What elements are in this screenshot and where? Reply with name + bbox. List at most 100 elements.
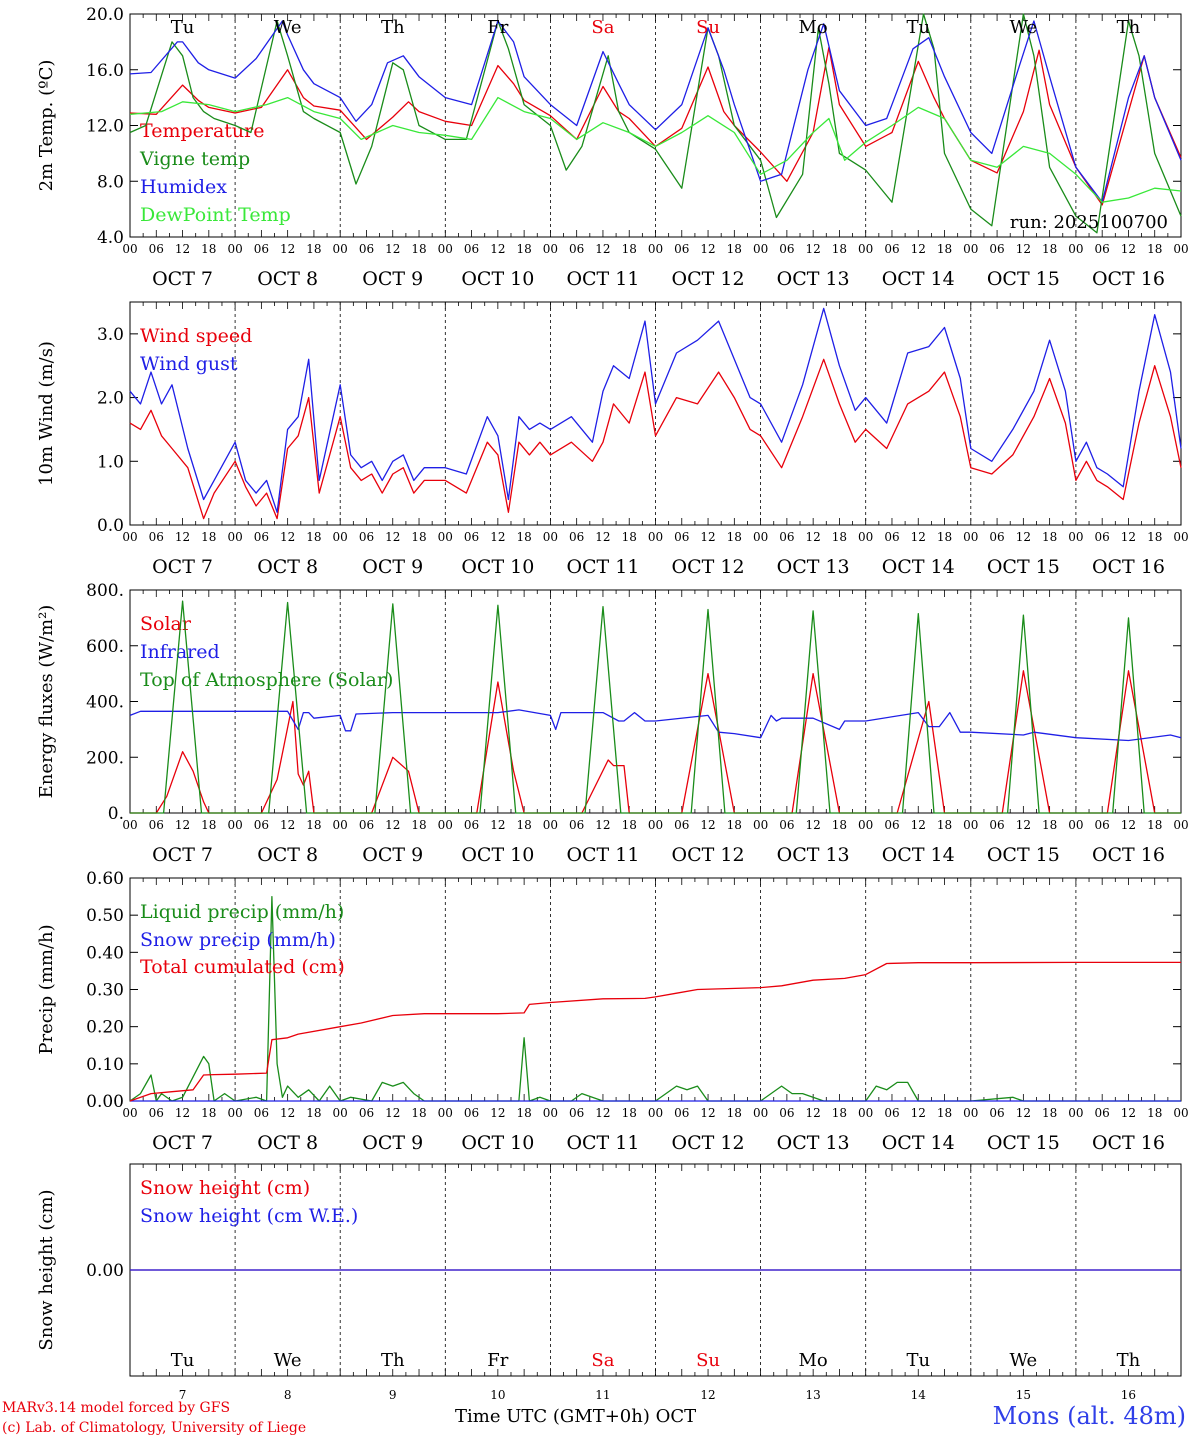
energy-hour-label: 00 [438, 818, 453, 832]
temperature-hour-label: 06 [149, 242, 164, 256]
temperature-hour-label: 00 [858, 242, 873, 256]
wind-hour-label: 12 [806, 530, 821, 544]
precip-hour-label: 18 [306, 1106, 321, 1120]
temperature-series-line [129, 96, 1182, 203]
wind-y-tick-label: 2.0 [97, 389, 124, 409]
wind-day-label: OCT 15 [987, 556, 1060, 578]
energy-legend-entry: Infrared [140, 641, 220, 663]
precip-day-label: OCT 13 [777, 1132, 850, 1154]
wind-hour-label: 18 [306, 530, 321, 544]
wind-day-label: OCT 16 [1092, 556, 1165, 578]
precip-hour-label: 06 [1095, 1106, 1110, 1120]
temperature-legend-entry: Humidex [140, 176, 227, 198]
precip-day-label: OCT 10 [461, 1132, 534, 1154]
wind-day-label: OCT 13 [777, 556, 850, 578]
wind-hour-label: 00 [648, 530, 663, 544]
snow-weekday-label: We [274, 1350, 302, 1371]
temperature-hour-label: 12 [700, 242, 715, 256]
energy-hour-label: 00 [333, 818, 348, 832]
wind-day-label: OCT 8 [257, 556, 318, 578]
energy-hour-label: 12 [911, 818, 926, 832]
temp-weekday-label: Sa [591, 17, 614, 38]
precip-hour-label: 18 [937, 1106, 952, 1120]
energy-hour-label: 18 [1147, 818, 1162, 832]
wind-day-label: OCT 9 [362, 556, 423, 578]
snow-weekday-label: Sa [591, 1350, 614, 1371]
temperature-hour-label: 06 [779, 242, 794, 256]
energy-hour-label: 00 [858, 818, 873, 832]
wind-y-axis-label: 10m Wind (m/s) [36, 341, 57, 486]
wind-hour-label: 00 [1068, 530, 1083, 544]
precip-hour-label: 06 [254, 1106, 269, 1120]
snow-weekday-label: Th [1117, 1350, 1141, 1371]
temperature-hour-label: 12 [280, 242, 295, 256]
wind-hour-label: 12 [911, 530, 926, 544]
precip-hour-label: 18 [201, 1106, 216, 1120]
energy-hour-label: 00 [1173, 818, 1188, 832]
temperature-y-tick-label: 12.0 [86, 117, 124, 137]
wind-hour-label: 12 [1016, 530, 1031, 544]
wind-day-label: OCT 10 [461, 556, 534, 578]
energy-hour-label: 12 [700, 818, 715, 832]
precip-y-tick-label: 0.30 [86, 981, 124, 1001]
precip-hour-label: 12 [911, 1106, 926, 1120]
snow-weekday-label: Th [381, 1350, 405, 1371]
temperature-hour-label: 12 [1121, 242, 1136, 256]
precip-hour-label: 12 [595, 1106, 610, 1120]
wind-hour-label: 00 [963, 530, 978, 544]
wind-plot-frame [129, 301, 1182, 526]
precip-hour-label: 18 [622, 1106, 637, 1120]
temperature-hour-label: 00 [543, 242, 558, 256]
snow-weekday-label: Tu [906, 1350, 930, 1371]
wind-day-label: OCT 11 [566, 556, 639, 578]
energy-hour-label: 06 [464, 818, 479, 832]
temperature-hour-label: 12 [490, 242, 505, 256]
energy-hour-label: 00 [122, 818, 137, 832]
temperature-day-label: OCT 9 [362, 268, 423, 290]
temperature-hour-label: 12 [1016, 242, 1031, 256]
energy-hour-label: 00 [963, 818, 978, 832]
precip-hour-label: 06 [779, 1106, 794, 1120]
bottom-day-number: 15 [1016, 1388, 1031, 1402]
wind-hour-label: 12 [700, 530, 715, 544]
wind-hour-label: 18 [622, 530, 637, 544]
precip-hour-label: 18 [411, 1106, 426, 1120]
precip-y-tick-label: 0.40 [86, 943, 124, 963]
temperature-legend-entry: DewPoint Temp [140, 204, 291, 226]
wind-hour-label: 00 [858, 530, 873, 544]
precip-hour-label: 00 [963, 1106, 978, 1120]
snow-y-axis-label: Snow height (cm) [36, 1189, 57, 1350]
snow-legend-entry: Snow height (cm) [140, 1177, 310, 1199]
energy-day-label: OCT 14 [882, 844, 955, 866]
energy-hour-label: 00 [227, 818, 242, 832]
temperature-y-tick-label: 16.0 [86, 61, 124, 81]
wind-series-line [129, 358, 1182, 520]
model-credit: MARv3.14 model forced by GFS [2, 1400, 231, 1416]
bottom-day-number: 16 [1121, 1388, 1136, 1402]
temperature-hour-label: 18 [516, 242, 531, 256]
temp-weekday-label: Su [696, 17, 720, 38]
energy-hour-label: 12 [490, 818, 505, 832]
energy-hour-label: 18 [201, 818, 216, 832]
energy-hour-label: 06 [779, 818, 794, 832]
energy-series-line [130, 600, 1181, 814]
temperature-y-axis-label: 2m Temp. (ºC) [36, 60, 57, 192]
energy-hour-label: 12 [175, 818, 190, 832]
wind-hour-label: 18 [411, 530, 426, 544]
energy-day-label: OCT 13 [777, 844, 850, 866]
temperature-hour-label: 12 [806, 242, 821, 256]
temperature-day-label: OCT 10 [461, 268, 534, 290]
bottom-day-number: 14 [911, 1388, 927, 1402]
energy-hour-label: 06 [884, 818, 899, 832]
energy-y-tick-label: 800. [86, 581, 124, 601]
precip-legend-entry: Total cumulated (cm) [140, 956, 345, 978]
energy-hour-label: 18 [622, 818, 637, 832]
temperature-series-line [129, 13, 1182, 234]
precip-day-label: OCT 15 [987, 1132, 1060, 1154]
snow-legend-entry: Snow height (cm W.E.) [140, 1205, 358, 1227]
temperature-y-tick-label: 4.0 [97, 228, 124, 248]
energy-hour-label: 18 [832, 818, 847, 832]
wind-hour-label: 12 [490, 530, 505, 544]
energy-series-line [129, 709, 1182, 742]
